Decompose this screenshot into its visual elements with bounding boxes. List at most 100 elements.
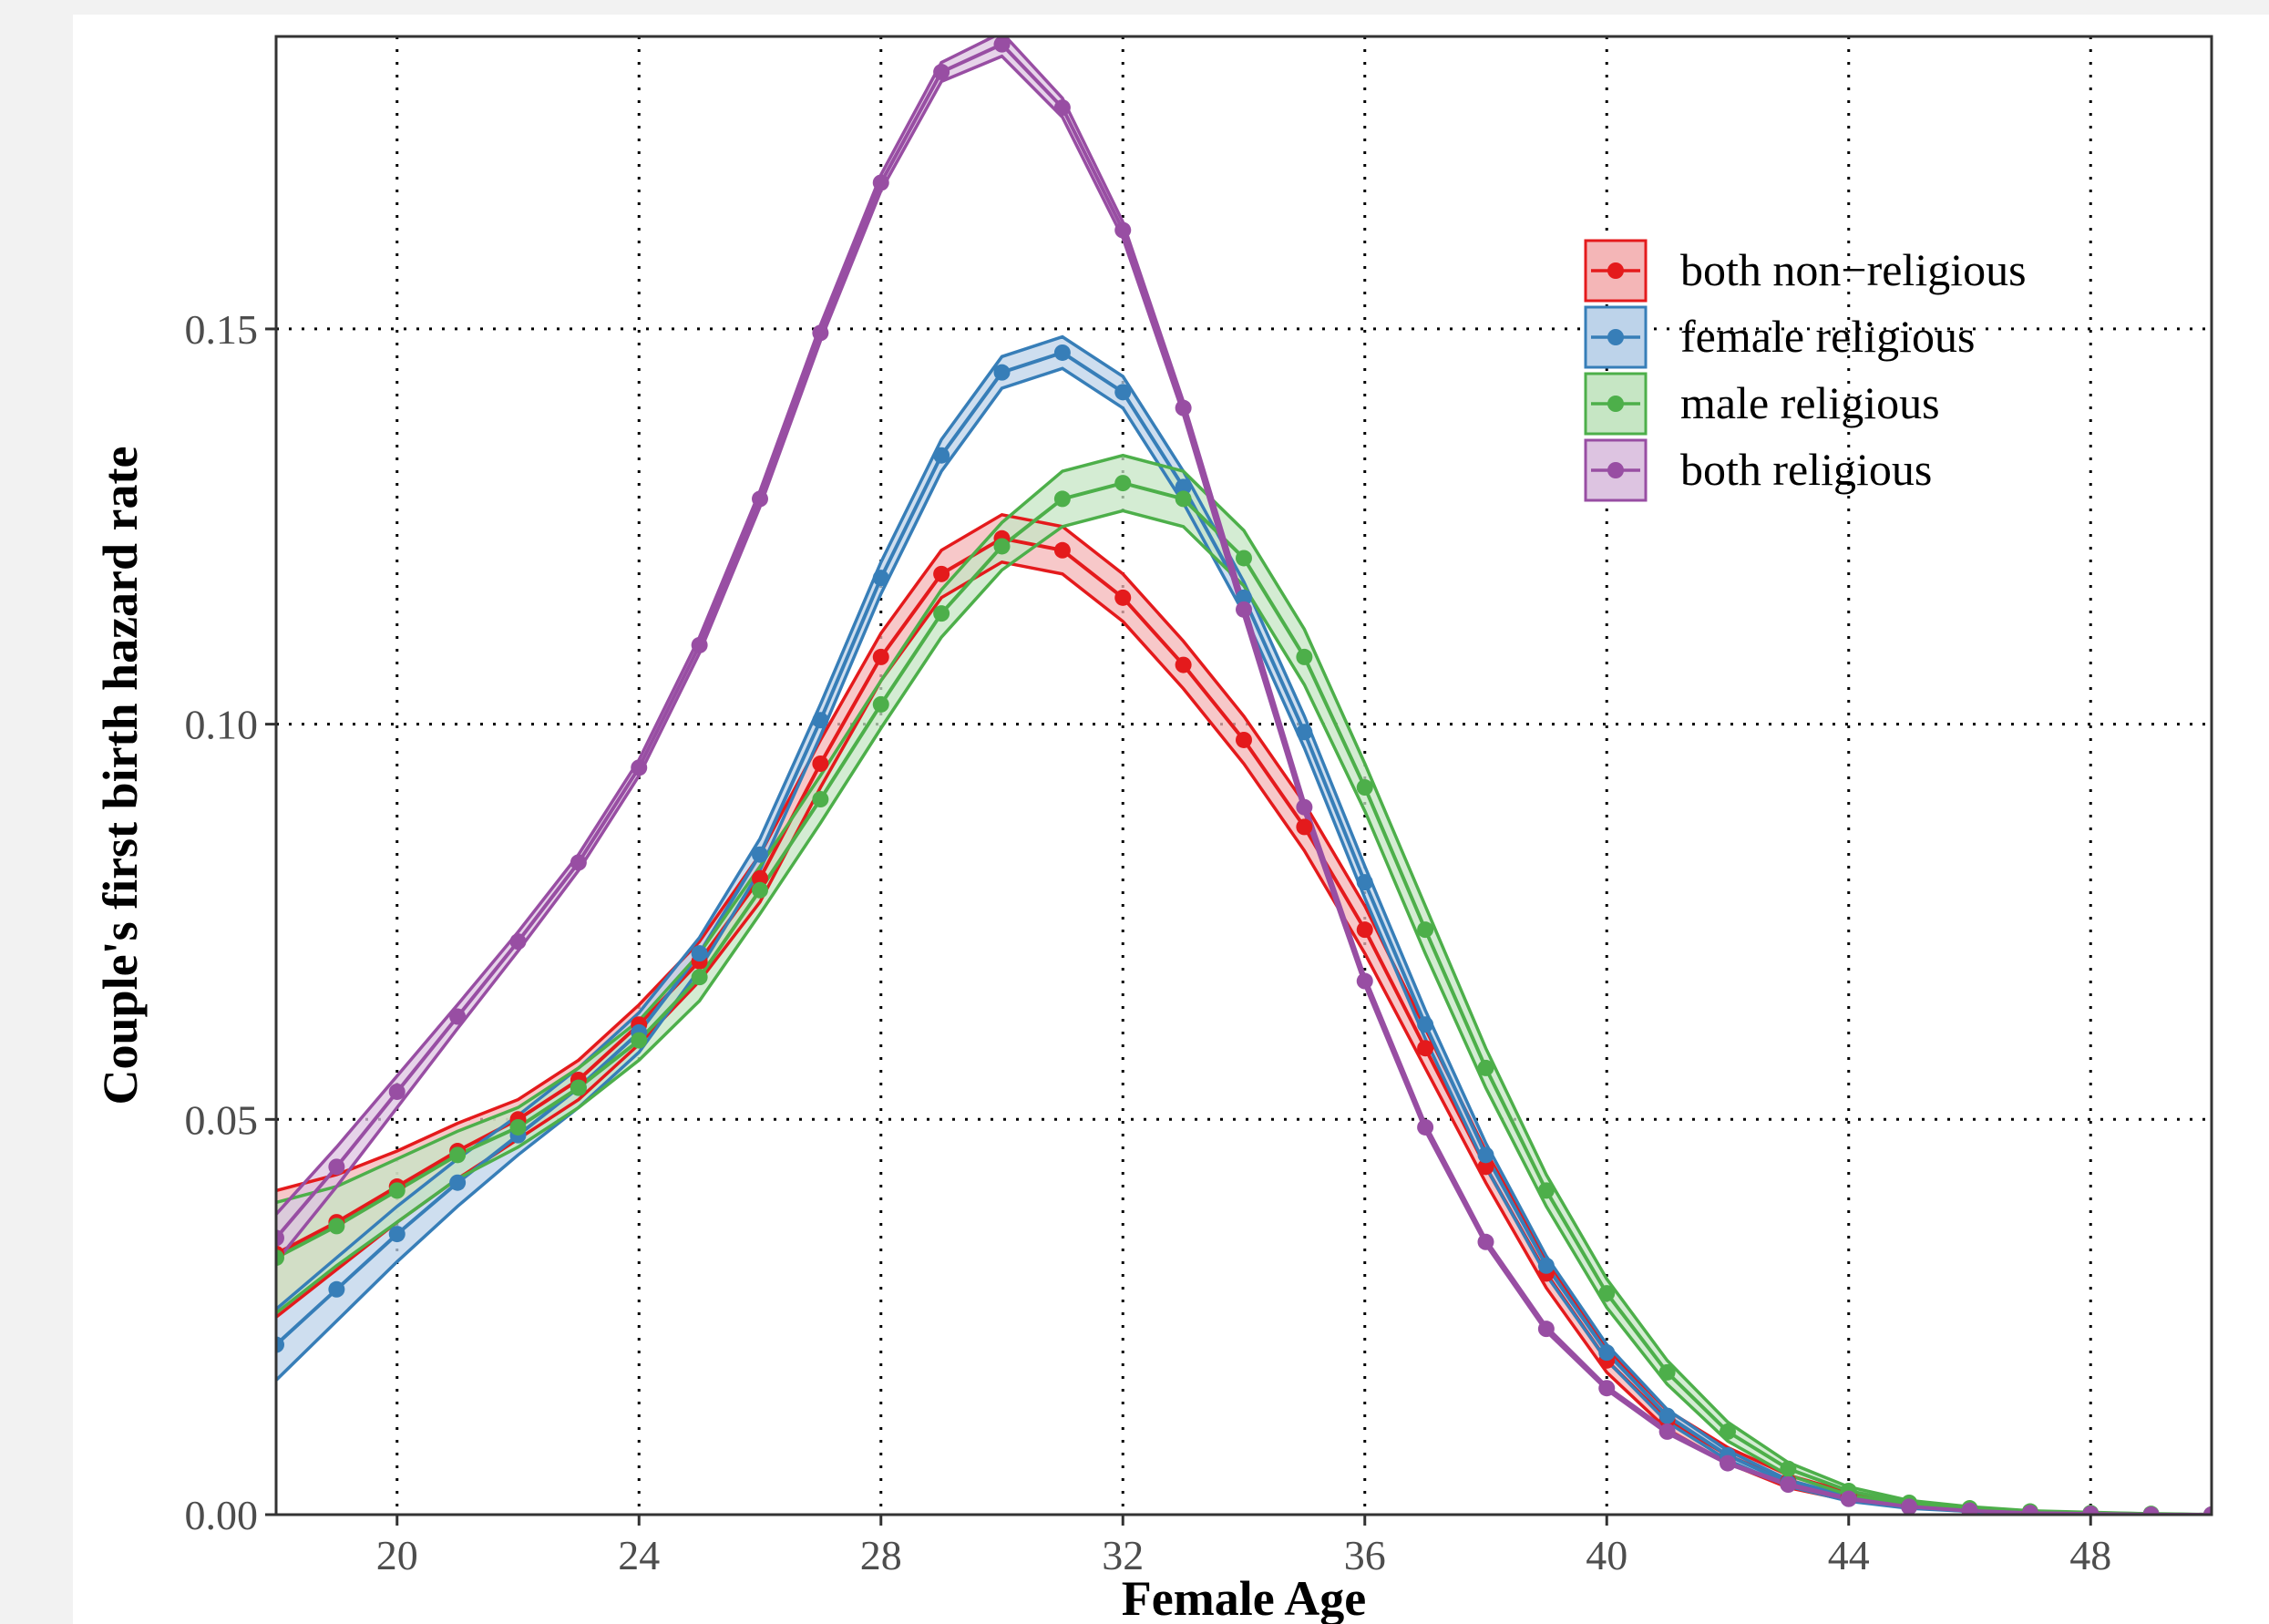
data-point (631, 1032, 648, 1049)
legend-key-point (1607, 396, 1624, 412)
confidence-band-1 (276, 336, 2212, 1515)
data-point (752, 846, 768, 863)
data-point (1477, 1158, 1494, 1176)
data-point (1236, 731, 1252, 748)
y-axis-title: Couple's first birth hazard rate (93, 447, 148, 1105)
legend-label-0: both non−religious (1680, 244, 2027, 295)
y-axis-ticks: 0.00 0.05 0.10 0.15 (185, 306, 276, 1538)
x-tick-label: 48 (2069, 1532, 2111, 1578)
x-axis-ticks: 20 24 28 32 36 40 44 48 (376, 1515, 2111, 1578)
legend-key-point (1607, 462, 1624, 478)
data-point (872, 695, 889, 713)
data-point (1356, 779, 1373, 797)
band-upper-line-0 (276, 512, 2212, 1515)
data-point (276, 1336, 284, 1353)
x-tick-label: 20 (376, 1532, 418, 1578)
data-point (1114, 221, 1132, 239)
data-point (388, 1182, 406, 1199)
data-point (1236, 550, 1252, 567)
data-point (509, 933, 527, 951)
data-point (933, 447, 950, 464)
data-point (993, 538, 1011, 555)
series-points (276, 36, 2212, 1515)
legend-label-3: both religious (1680, 444, 1932, 495)
data-point (1296, 818, 1313, 836)
chart-canvas: 20 24 28 32 36 40 44 48 0.00 0.05 0.10 0.15 Female… (73, 15, 2269, 1624)
data-point (449, 1146, 467, 1164)
data-point (1598, 1380, 1616, 1397)
data-point (449, 1174, 467, 1191)
data-point (2203, 1506, 2212, 1515)
data-point (1053, 99, 1071, 117)
data-point (1477, 1233, 1494, 1250)
data-point (872, 570, 889, 587)
data-point (1114, 475, 1132, 492)
data-point (328, 1218, 345, 1235)
data-point (328, 1158, 345, 1176)
data-point (1537, 1182, 1555, 1199)
band-upper-line-2 (276, 453, 2212, 1515)
data-point (812, 324, 829, 342)
data-point (1175, 399, 1192, 416)
data-point (752, 490, 768, 508)
data-point (276, 1229, 284, 1247)
legend-key-point (1607, 262, 1624, 279)
data-point (691, 945, 708, 962)
data-point (449, 1008, 467, 1025)
data-point (1053, 541, 1071, 559)
data-point (570, 1079, 587, 1096)
confidence-band-0 (276, 514, 2212, 1515)
series-line-0 (276, 536, 2212, 1515)
legend-key-point (1607, 329, 1624, 345)
data-point (1537, 1257, 1555, 1274)
data-point (1780, 1476, 1797, 1494)
data-point (2082, 1506, 2100, 1515)
y-tick-label: 0.15 (185, 306, 259, 353)
data-point (1901, 1498, 1918, 1515)
legend-label-2: male religious (1680, 377, 1940, 428)
data-point (1720, 1454, 1736, 1472)
data-point (1114, 384, 1132, 401)
data-point (1720, 1423, 1736, 1440)
data-point (812, 755, 829, 772)
data-point (1296, 724, 1313, 741)
data-point (1175, 478, 1192, 496)
data-point (1477, 1059, 1494, 1076)
data-point (1417, 1118, 1434, 1136)
data-point (1236, 589, 1252, 606)
x-tick-label: 40 (1586, 1532, 1627, 1578)
data-point (993, 36, 1011, 53)
band-upper-line-1 (276, 334, 2212, 1515)
data-point (1296, 798, 1313, 816)
data-point (1417, 921, 1434, 939)
data-point (388, 1226, 406, 1243)
data-point (1356, 874, 1373, 891)
data-point (276, 1249, 284, 1267)
series-line-1 (276, 350, 2212, 1515)
x-axis-title: Female Age (1122, 1571, 1366, 1624)
y-tick-label: 0.05 (185, 1096, 259, 1143)
data-point (1780, 1460, 1797, 1477)
data-point (1598, 1285, 1616, 1302)
data-point (1658, 1423, 1676, 1440)
data-point (2142, 1506, 2160, 1515)
band-lower-line-0 (276, 560, 2212, 1515)
data-point (1658, 1363, 1676, 1381)
data-point (993, 364, 1011, 381)
series-line-2 (276, 481, 2212, 1515)
data-point (1053, 344, 1071, 361)
data-point (1417, 1040, 1434, 1057)
x-tick-label: 24 (618, 1532, 660, 1578)
data-point (752, 881, 768, 899)
data-point (933, 565, 950, 582)
data-point (812, 712, 829, 729)
x-tick-label: 32 (1102, 1532, 1144, 1578)
data-point (1114, 589, 1132, 606)
data-point (388, 1083, 406, 1100)
data-point (691, 969, 708, 986)
data-point (1356, 921, 1373, 939)
data-point (509, 1118, 527, 1136)
y-tick-label: 0.00 (185, 1492, 259, 1538)
data-point (1477, 1146, 1494, 1164)
x-tick-label: 44 (1828, 1532, 1870, 1578)
